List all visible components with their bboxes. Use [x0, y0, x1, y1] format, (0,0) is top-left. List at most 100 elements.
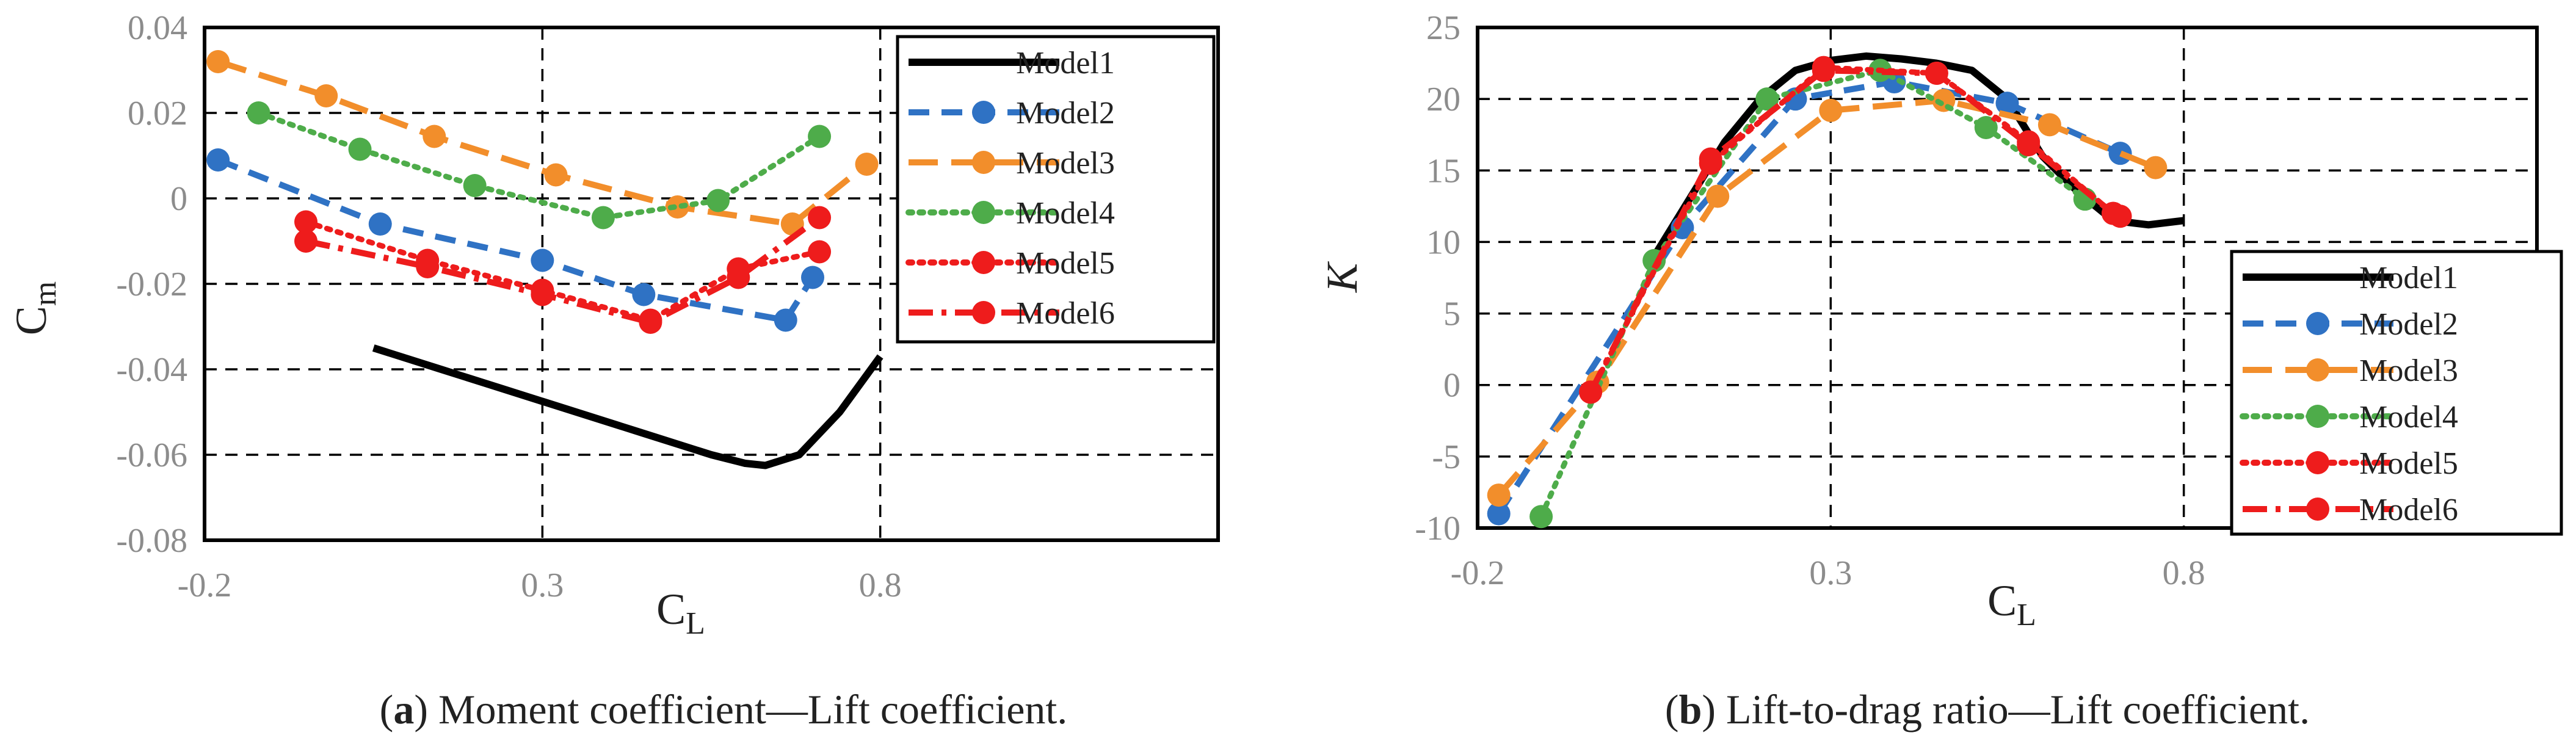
legend-label: Model4 [1016, 196, 1115, 231]
legend-label: Model1 [1016, 46, 1115, 81]
series-model6 [294, 206, 832, 334]
legend-item: Model5 [905, 246, 1115, 281]
legend-swatch-marker [2306, 451, 2329, 474]
data-point [666, 195, 689, 219]
data-point [1579, 380, 1603, 404]
legend-item: Model2 [909, 96, 1115, 131]
y-tick-label: 0.02 [128, 95, 187, 132]
legend-b: Model1 Model2 Model3 Model4 Model5 Model6 [2230, 250, 2563, 536]
x-tick-labels-b: -0.2 0.3 0.8 [1451, 554, 2205, 592]
data-point [463, 174, 487, 197]
legend-item: Model4 [2240, 400, 2458, 435]
series-line [1651, 52, 2185, 259]
legend-item: Model1 [2243, 261, 2458, 295]
legend-box-b [2230, 250, 2563, 536]
data-point [348, 137, 372, 161]
y-tick-label: 20 [1426, 81, 1460, 118]
series-model3 [206, 50, 879, 236]
data-point [2144, 156, 2168, 179]
data-point [368, 212, 392, 236]
data-point [639, 311, 662, 334]
data-point [1812, 59, 1835, 82]
y-tick-label: 15 [1426, 152, 1460, 190]
data-point [1755, 87, 1779, 111]
legend-item: Model6 [909, 296, 1115, 331]
data-point [727, 266, 750, 289]
data-point [423, 125, 446, 148]
legend-swatch-marker [2306, 405, 2329, 428]
data-point [1706, 184, 1730, 208]
data-point [2017, 133, 2041, 157]
y-tick-label: -0.04 [116, 351, 187, 389]
series-line [1538, 67, 2088, 519]
y-tick-label: -0.02 [116, 266, 187, 303]
y-tick-label: -0.08 [116, 522, 187, 560]
data-point [706, 189, 730, 212]
legend-item: Model2 [2243, 307, 2458, 342]
legend-swatch-marker [972, 301, 995, 324]
legend-label: Model5 [1016, 246, 1115, 281]
legend-item: Model5 [2240, 446, 2458, 481]
data-point [591, 206, 615, 230]
legend-a: Model1 Model2 Model3 Model4 Model5 Model6 [896, 35, 1216, 344]
series-model3 [1487, 89, 2168, 507]
x-axis-label-b: CL [1987, 576, 2036, 632]
x-axis-label-a: CL [656, 585, 705, 641]
data-point [1995, 92, 2019, 115]
legend-swatch-marker [972, 101, 995, 124]
data-point [855, 153, 879, 176]
series-line [1587, 67, 2116, 394]
legend-swatch-marker [972, 151, 995, 174]
y-tick-label: 0 [1443, 367, 1460, 405]
data-point [1974, 116, 1998, 139]
data-point [531, 248, 554, 272]
x-tick-label: 0.8 [2163, 554, 2205, 592]
legend-swatch-marker [2306, 312, 2329, 335]
legend-label: Model6 [2359, 493, 2458, 527]
data-point [314, 84, 338, 107]
series-line [1496, 97, 2157, 498]
x-tick-label: 0.3 [521, 566, 564, 604]
y-tick-label: 0.04 [128, 9, 187, 47]
x-tick-label: -0.2 [178, 566, 232, 604]
series-line [305, 215, 822, 325]
data-point [2108, 142, 2132, 165]
data-point [1699, 147, 1722, 171]
series-model1 [1651, 52, 2185, 259]
data-point [1819, 98, 1843, 122]
data-point [531, 283, 554, 306]
data-point [206, 148, 230, 172]
data-point [1529, 505, 1553, 529]
x-tick-label: 0.3 [1809, 554, 1852, 592]
data-point [1925, 61, 1948, 85]
data-point [416, 255, 440, 278]
data-point [294, 230, 317, 253]
legend-label: Model6 [1016, 296, 1115, 331]
y-tick-label: 10 [1426, 223, 1460, 261]
legend-item: Model3 [909, 146, 1115, 181]
data-point [544, 163, 568, 187]
legend-label: Model1 [2359, 261, 2458, 295]
data-point [632, 283, 656, 306]
caption-a: (a) Moment coefficient—Lift coefficient. [380, 686, 1068, 733]
legend-label: Model4 [2359, 400, 2458, 435]
legend-swatch-marker [972, 251, 995, 274]
legend-swatch-marker [2306, 498, 2329, 521]
x-tick-label: 0.8 [859, 566, 902, 604]
y-tick-label: -10 [1415, 510, 1460, 548]
legend-label: Model3 [1016, 146, 1115, 181]
caption-b: (b) Lift-to-drag ratio—Lift coefficient. [1665, 686, 2310, 733]
series-model6 [1579, 59, 2125, 404]
legend-label: Model2 [1016, 96, 1115, 131]
series-line [372, 344, 883, 469]
series-group-b [1487, 52, 2185, 529]
data-point [1487, 502, 1511, 526]
legend-item: Model1 [909, 46, 1115, 81]
legend-item: Model3 [2243, 353, 2458, 388]
series-model2 [206, 148, 824, 332]
data-point [247, 101, 270, 125]
panel-moment-coefficient: 0.04 0.02 0 -0.02 -0.04 -0.06 -0.08 -0.2 0.3 0.8… [7, 9, 1220, 733]
legend-item: Model4 [905, 196, 1115, 231]
